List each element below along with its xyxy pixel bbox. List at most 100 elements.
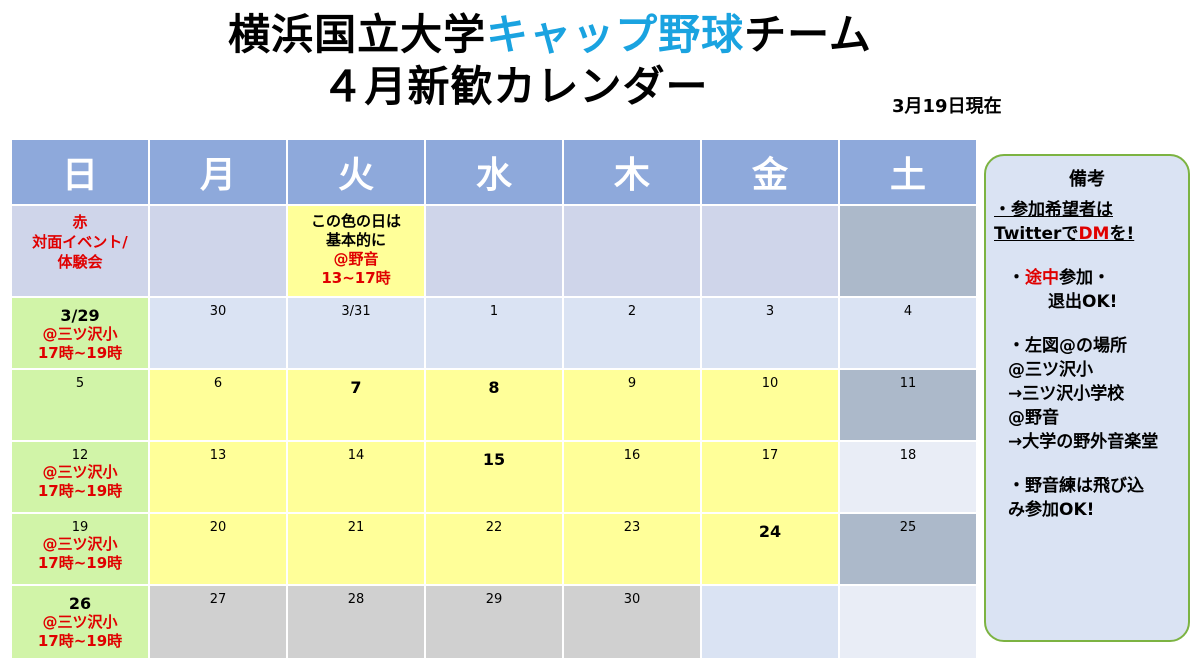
calendar-cell	[838, 204, 978, 298]
legend-yellow-text: 基本的に	[325, 231, 386, 249]
day-cell: 18	[838, 440, 978, 514]
calendar-cell	[700, 204, 840, 298]
day-cell-sun: 3/29 @三ツ沢小 17時~19時	[10, 296, 150, 370]
weekday-sat: 土	[838, 138, 978, 206]
event-place: @三ツ沢小	[42, 325, 118, 343]
legend-row: 赤 対面イベント/ 体験会 この色の日は 基本的に @野音 13~17時	[10, 204, 978, 298]
remarks-highlight: 途中	[1025, 268, 1059, 288]
title-line-2: ４月新歓カレンダー	[321, 62, 709, 111]
event-place: @三ツ沢小	[42, 535, 118, 553]
day-cell: 14	[286, 440, 426, 514]
title-team: チーム	[744, 10, 872, 59]
event-time: 17時~19時	[37, 482, 123, 500]
day-cell-sun: 5	[10, 368, 150, 442]
day-cell: 11	[838, 368, 978, 442]
day-number: 12	[71, 448, 89, 463]
day-cell: 30	[148, 296, 288, 370]
day-number: 22	[485, 520, 503, 535]
day-cell-sun: 12 @三ツ沢小 17時~19時	[10, 440, 150, 514]
weekday-fri: 金	[700, 138, 840, 206]
day-number: 21	[347, 520, 365, 535]
remarks-text: ・	[1008, 268, 1025, 288]
title-university: 横浜国立大学	[228, 10, 487, 59]
title-line-1: 横浜国立大学キャップ野球チーム	[0, 8, 1100, 62]
day-cell-sun: 26 @三ツ沢小 17時~19時	[10, 584, 150, 660]
remarks-text: 参加・	[1059, 268, 1110, 288]
day-cell: 21	[286, 512, 426, 586]
day-cell: 4	[838, 296, 978, 370]
day-number: 14	[347, 448, 365, 463]
day-cell-empty	[700, 584, 840, 660]
remarks-text: @野音	[1008, 408, 1059, 428]
day-number: 27	[209, 592, 227, 607]
day-cell: 30	[562, 584, 702, 660]
calendar-week-row: 19 @三ツ沢小 17時~19時 20 21 22 23 24 25	[10, 512, 978, 586]
page-title: 横浜国立大学キャップ野球チーム ４月新歓カレンダー	[0, 8, 1100, 112]
day-number: 2	[627, 304, 637, 319]
day-cell: 10	[700, 368, 840, 442]
day-number: 6	[213, 376, 223, 391]
calendar-week-row: 12 @三ツ沢小 17時~19時 13 14 15 16 17 18	[10, 440, 978, 514]
weekday-mon: 月	[148, 138, 288, 206]
day-number: 30	[209, 304, 227, 319]
day-cell: 6	[148, 368, 288, 442]
day-cell: 13	[148, 440, 288, 514]
remarks-dm-text: DM	[1078, 224, 1110, 244]
day-number: 11	[899, 376, 917, 391]
day-number: 9	[627, 376, 637, 391]
day-number: 10	[761, 376, 779, 391]
day-number: 19	[71, 520, 89, 535]
day-cell: 27	[148, 584, 288, 660]
day-number: 30	[623, 592, 641, 607]
day-number: 17	[761, 448, 779, 463]
legend-yellow-text: この色の日は	[310, 212, 401, 230]
day-cell: 25	[838, 512, 978, 586]
day-number: 7	[350, 378, 362, 397]
remarks-text: ・野音練は飛び込	[1008, 476, 1144, 496]
legend-yellow-time: 13~17時	[321, 269, 391, 287]
day-number: 5	[75, 376, 85, 391]
day-cell: 7	[286, 368, 426, 442]
day-cell: 17	[700, 440, 840, 514]
day-number: 26	[68, 594, 92, 613]
calendar-table: 日 月 火 水 木 金 土 赤 対面イベント/ 体験会 この色の日は 基本的に …	[10, 138, 978, 660]
weekday-sun: 日	[10, 138, 150, 206]
day-number: 20	[209, 520, 227, 535]
event-time: 17時~19時	[37, 344, 123, 362]
calendar-cell	[148, 204, 288, 298]
weekday-header-row: 日 月 火 水 木 金 土	[10, 138, 978, 206]
day-number: 3/29	[60, 306, 100, 325]
remarks-text: を!	[1109, 224, 1135, 244]
legend-red-text: 対面イベント/	[32, 233, 128, 251]
day-number: 3/31	[341, 304, 371, 319]
day-number: 18	[899, 448, 917, 463]
remarks-item-join-leave: ・途中参加・ 退出OK!	[994, 266, 1180, 314]
calendar-cell	[424, 204, 564, 298]
legend-yellow-place: @野音	[333, 250, 379, 268]
day-cell: 3/31	[286, 296, 426, 370]
day-cell: 24	[700, 512, 840, 586]
day-number: 28	[347, 592, 365, 607]
day-number: 1	[489, 304, 499, 319]
legend-yellow-cell: この色の日は 基本的に @野音 13~17時	[286, 204, 426, 298]
day-cell: 8	[424, 368, 564, 442]
remarks-text: み参加OK!	[1008, 500, 1095, 520]
day-cell: 2	[562, 296, 702, 370]
remarks-heading: 備考	[1069, 169, 1105, 190]
day-cell: 28	[286, 584, 426, 660]
weekday-wed: 水	[424, 138, 564, 206]
day-cell: 29	[424, 584, 564, 660]
legend-red-text: 赤	[72, 213, 88, 231]
day-number: 13	[209, 448, 227, 463]
event-place: @三ツ沢小	[42, 613, 118, 631]
day-cell-sun: 19 @三ツ沢小 17時~19時	[10, 512, 150, 586]
day-cell: 20	[148, 512, 288, 586]
calendar-week-row: 5 6 7 8 9 10 11	[10, 368, 978, 442]
remarks-text: @三ツ沢小	[1008, 360, 1093, 380]
day-number: 8	[488, 378, 500, 397]
remarks-item-locations: ・左図@の場所 @三ツ沢小 →三ツ沢小学校 @野音 →大学の野外音楽堂	[994, 334, 1180, 454]
remarks-item-contact: ・参加希望者は TwitterでDMを!	[994, 198, 1180, 246]
event-time: 17時~19時	[37, 554, 123, 572]
day-number: 16	[623, 448, 641, 463]
weekday-tue: 火	[286, 138, 426, 206]
